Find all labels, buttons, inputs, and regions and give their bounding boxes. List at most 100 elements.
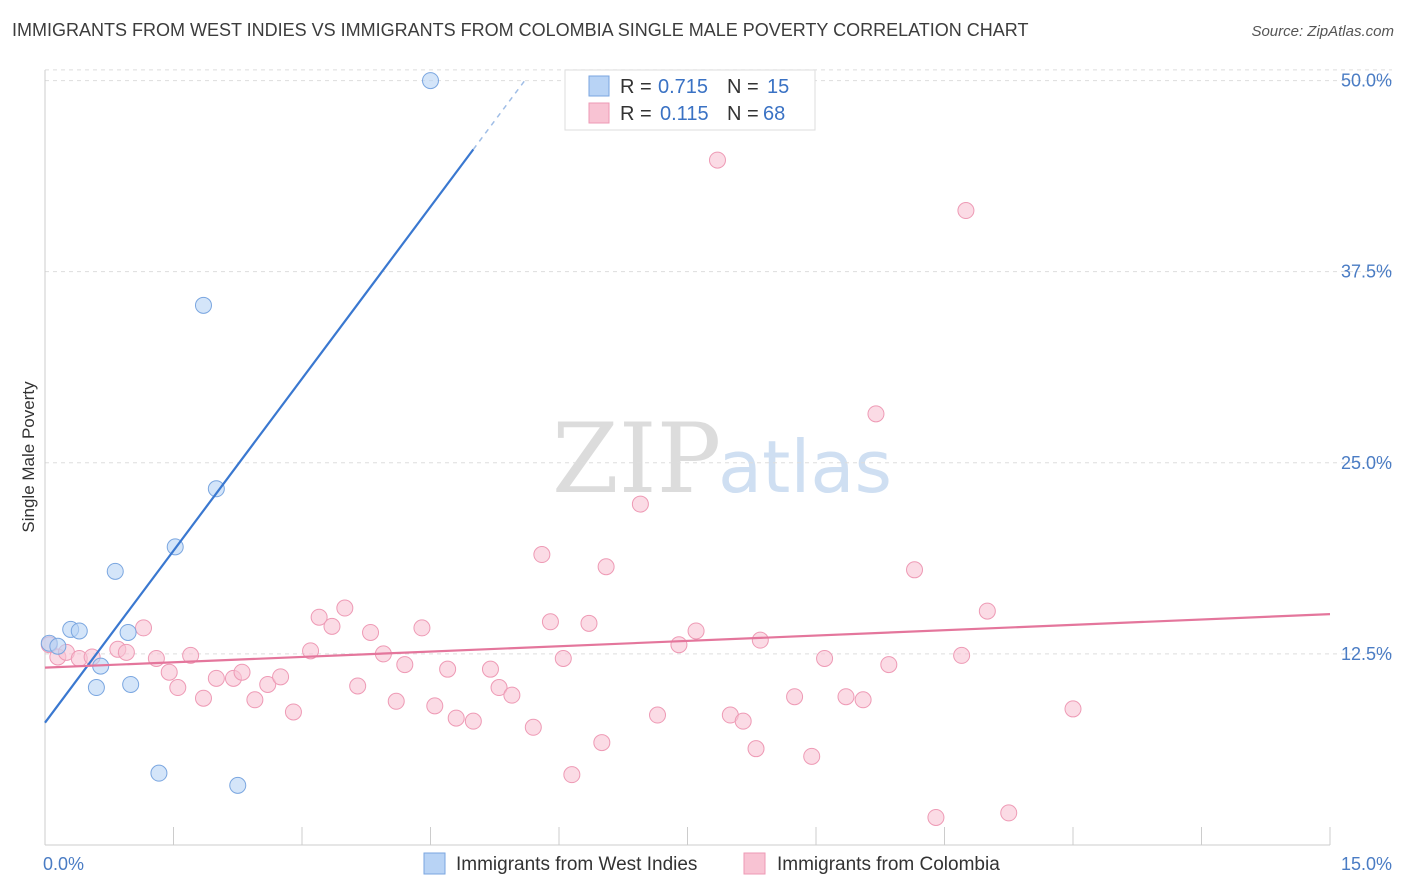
colombia-point	[957, 202, 975, 220]
bottom-legend-label-colombia: Immigrants from Colombia	[777, 854, 1000, 875]
watermark: ZIP atlas	[552, 403, 892, 515]
colombia-point	[786, 688, 804, 706]
colombia-point	[310, 608, 328, 626]
y-tick-label: 25.0%	[1341, 453, 1392, 473]
colombia-point	[708, 151, 726, 169]
watermark-zip: ZIP	[552, 403, 721, 515]
west-indies-point	[49, 637, 67, 655]
legend-n-label-colombia: N =	[727, 103, 759, 125]
colombia-point	[867, 405, 885, 423]
legend-box: R = 0.715 N = 15 R = 0.115 N = 68	[564, 69, 816, 131]
bottom-legend-swatch-colombia	[743, 852, 766, 875]
colombia-point	[803, 747, 821, 765]
colombia-point	[670, 636, 688, 654]
colombia-point	[272, 668, 290, 686]
west-indies-point	[150, 764, 168, 782]
legend-r-value-colombia: 0.115	[660, 103, 709, 125]
colombia-point	[631, 495, 649, 513]
colombia-point	[387, 692, 405, 710]
colombia-point	[336, 599, 354, 617]
colombia-point	[524, 718, 542, 736]
west-indies-trend-extension	[472, 80, 526, 150]
colombia-trend-line	[44, 613, 1331, 669]
colombia-point	[580, 614, 598, 632]
watermark-atlas: atlas	[718, 425, 892, 509]
chart-title: IMMIGRANTS FROM WEST INDIES VS IMMIGRANT…	[12, 20, 1029, 40]
colombia-point	[953, 646, 971, 664]
colombia-point	[259, 675, 277, 693]
legend-r-label-west-indies: R =	[620, 76, 652, 98]
colombia-point	[362, 623, 380, 641]
colombia-point	[182, 646, 200, 664]
colombia-point	[481, 660, 499, 678]
x-tick-label-max: 15.0%	[1341, 854, 1392, 874]
colombia-point	[439, 660, 457, 678]
colombia-point	[541, 613, 559, 631]
colombia-point	[194, 689, 212, 707]
colombia-point	[349, 677, 367, 695]
colombia-point	[503, 686, 521, 704]
colombia-point	[323, 617, 341, 635]
colombia-point	[854, 691, 872, 709]
series-west-indies-points	[40, 72, 439, 794]
colombia-point	[135, 619, 153, 637]
west-indies-point	[70, 622, 88, 640]
colombia-point	[207, 669, 225, 687]
colombia-point	[747, 740, 765, 758]
bottom-legend: Immigrants from West Indies Immigrants f…	[423, 852, 1000, 875]
colombia-point	[302, 642, 320, 660]
y-axis-label: Single Male Poverty	[19, 381, 38, 533]
y-tick-labels: 12.5% 25.0% 37.5% 50.0%	[1341, 71, 1392, 664]
colombia-point	[734, 712, 752, 730]
colombia-point	[284, 703, 302, 721]
colombia-point	[816, 649, 834, 667]
colombia-point	[649, 706, 667, 724]
bottom-legend-label-west-indies: Immigrants from West Indies	[456, 854, 697, 875]
west-indies-point	[106, 562, 124, 580]
source-text: Source: ZipAtlas.com	[1251, 23, 1394, 40]
colombia-point	[978, 602, 996, 620]
west-indies-point	[207, 480, 225, 498]
colombia-point	[533, 546, 551, 564]
colombia-point	[464, 712, 482, 730]
west-indies-point	[194, 296, 212, 314]
colombia-point	[396, 656, 414, 674]
colombia-point	[117, 643, 135, 661]
colombia-point	[751, 631, 769, 649]
west-indies-point	[422, 72, 439, 90]
colombia-point	[413, 619, 431, 637]
colombia-point	[246, 691, 264, 709]
colombia-point	[906, 561, 924, 579]
bottom-legend-swatch-west-indies	[423, 852, 446, 875]
axes	[44, 70, 1331, 846]
legend-n-label-west-indies: N =	[727, 76, 759, 98]
colombia-point	[597, 558, 615, 576]
legend-n-value-colombia: 68	[763, 103, 785, 125]
legend-swatch-colombia	[588, 102, 610, 124]
y-tick-label: 12.5%	[1341, 644, 1392, 664]
colombia-point	[447, 709, 465, 727]
colombia-point	[426, 697, 444, 715]
west-indies-point	[229, 776, 247, 794]
colombia-point	[563, 766, 581, 784]
colombia-point	[490, 679, 508, 697]
y-tick-label: 37.5%	[1341, 262, 1392, 282]
colombia-point	[593, 734, 611, 752]
colombia-point	[880, 656, 898, 674]
colombia-point	[160, 663, 178, 681]
west-indies-point	[119, 623, 137, 641]
colombia-point	[1000, 804, 1018, 822]
legend-r-value-west-indies: 0.715	[658, 76, 708, 98]
colombia-point	[233, 663, 251, 681]
west-indies-point	[87, 679, 105, 697]
colombia-point	[554, 649, 572, 667]
colombia-point	[687, 622, 705, 640]
legend-n-value-west-indies: 15	[767, 76, 789, 98]
y-tick-label: 50.0%	[1341, 71, 1392, 91]
colombia-point	[927, 808, 945, 826]
legend-swatch-west-indies	[588, 75, 610, 97]
legend-r-label-colombia: R =	[620, 103, 652, 125]
colombia-point	[169, 679, 187, 697]
trend-lines	[44, 80, 1331, 724]
